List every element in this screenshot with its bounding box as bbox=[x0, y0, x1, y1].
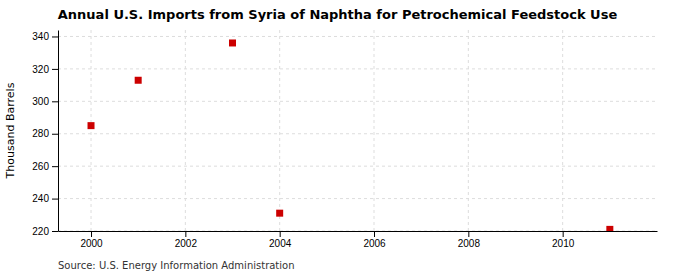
points bbox=[88, 39, 614, 231]
grid-line bbox=[562, 30, 563, 231]
point bbox=[606, 226, 613, 231]
tick-label: 2004 bbox=[269, 238, 292, 249]
tick: 220 bbox=[32, 226, 58, 237]
grid-line bbox=[468, 30, 469, 231]
grid-line bbox=[58, 231, 657, 232]
grid-line bbox=[185, 30, 186, 231]
tick: 2004 bbox=[269, 231, 292, 249]
tick-mark bbox=[468, 231, 469, 237]
tick: 240 bbox=[32, 193, 58, 204]
tick-label: 2010 bbox=[552, 238, 575, 249]
tick: 2008 bbox=[458, 231, 481, 249]
tick-mark bbox=[52, 36, 58, 37]
grid-line bbox=[58, 36, 657, 37]
tick-label: 320 bbox=[32, 64, 49, 75]
x-axis: 2000 2002 2004 2006 2008 2010 bbox=[59, 231, 658, 249]
grid-line bbox=[58, 166, 657, 167]
tick-mark bbox=[52, 166, 58, 167]
tick: 2000 bbox=[80, 231, 103, 249]
tick-label: 300 bbox=[32, 96, 49, 107]
grid-line bbox=[279, 30, 280, 231]
tick: 2010 bbox=[552, 231, 575, 249]
tick-mark bbox=[52, 69, 58, 70]
grid-line bbox=[58, 68, 657, 69]
tick-mark bbox=[280, 231, 281, 237]
tick-label: 280 bbox=[32, 128, 49, 139]
tick-label: 260 bbox=[32, 161, 49, 172]
tick-label: 340 bbox=[32, 31, 49, 42]
tick-mark bbox=[91, 231, 92, 237]
point bbox=[276, 210, 283, 217]
tick-mark bbox=[52, 231, 58, 232]
grid-line bbox=[58, 133, 657, 134]
tick: 2006 bbox=[363, 231, 386, 249]
tick: 280 bbox=[32, 128, 58, 139]
chart: 2000 2002 2004 2006 2008 2010 220 240 260 280 300 3… bbox=[0, 0, 675, 275]
tick-mark bbox=[563, 231, 564, 237]
tick: 300 bbox=[32, 96, 58, 107]
point bbox=[88, 122, 95, 129]
tick-mark bbox=[52, 134, 58, 135]
tick-label: 240 bbox=[32, 193, 49, 204]
tick-label: 220 bbox=[32, 226, 49, 237]
tick-label: 2000 bbox=[80, 238, 103, 249]
tick-label: 2002 bbox=[175, 238, 198, 249]
point bbox=[135, 77, 142, 84]
tick: 320 bbox=[32, 64, 58, 75]
tick: 340 bbox=[32, 31, 58, 42]
grid-line bbox=[374, 30, 375, 231]
axis-line bbox=[58, 31, 59, 232]
title: Annual U.S. Imports from Syria of Naphth… bbox=[58, 7, 618, 22]
y-axis-label: Thousand Barrels bbox=[4, 82, 17, 179]
point bbox=[229, 39, 236, 46]
grid bbox=[58, 30, 657, 231]
tick-mark bbox=[185, 231, 186, 237]
grid-line bbox=[91, 30, 92, 231]
tick-mark bbox=[374, 231, 375, 237]
tick: 2002 bbox=[175, 231, 198, 249]
tick-mark bbox=[52, 101, 58, 102]
source-note: Source: U.S. Energy Information Administ… bbox=[58, 260, 295, 271]
tick: 260 bbox=[32, 161, 58, 172]
tick-mark bbox=[52, 199, 58, 200]
plot-area: 2000 2002 2004 2006 2008 2010 220 240 260 280 300 3… bbox=[32, 30, 657, 249]
axis-line bbox=[59, 231, 658, 232]
grid-line bbox=[58, 101, 657, 102]
tick-label: 2008 bbox=[458, 238, 481, 249]
tick-label: 2006 bbox=[363, 238, 386, 249]
grid-line bbox=[58, 198, 657, 199]
y-axis: 220 240 260 280 300 320 340 bbox=[32, 31, 58, 237]
